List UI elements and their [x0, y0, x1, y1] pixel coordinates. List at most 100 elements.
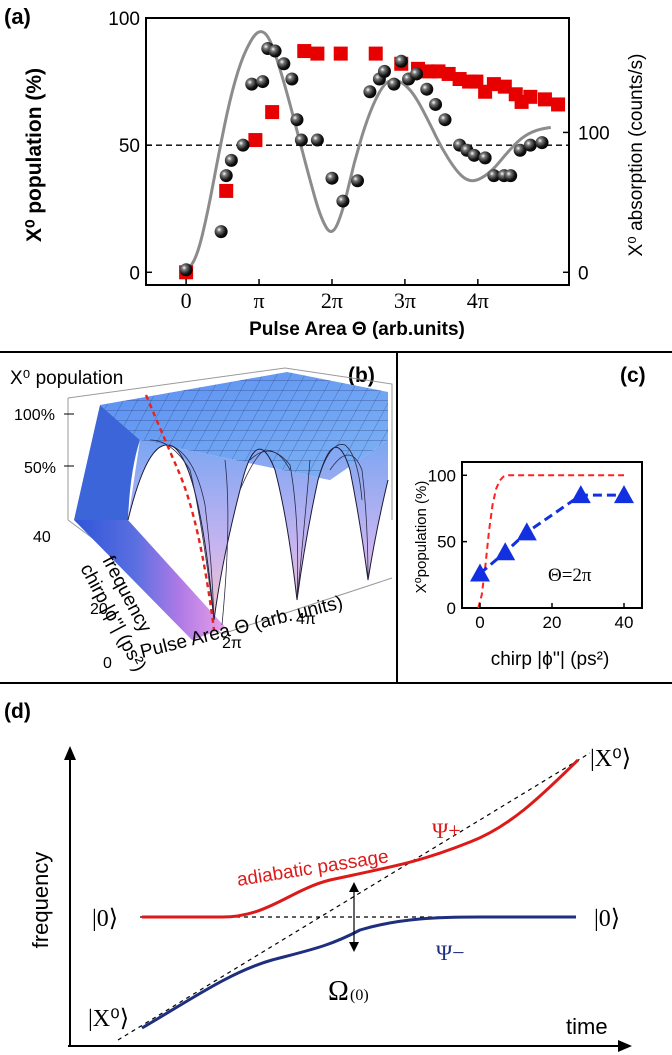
square-point — [551, 97, 566, 112]
square-point — [219, 183, 234, 198]
triangle-point — [570, 485, 591, 504]
z-tick-100: 100% — [14, 407, 55, 424]
y-axis-left-ticks: 0 50 100 — [108, 9, 152, 284]
sphere-point — [504, 169, 518, 183]
c-x-tick-label: 40 — [615, 613, 634, 632]
c-y-tick-label: 0 — [447, 599, 456, 618]
square-point — [486, 77, 501, 92]
time-axis-label: time — [566, 1014, 608, 1039]
x-tick-label: 3π — [394, 288, 416, 313]
psi-plus-curve — [142, 758, 580, 919]
panel-d: (d) frequency time |X⁰⟩ |0⟩ |0⟩ |X⁰⟩ Ψ+ … — [4, 700, 632, 1052]
square-point — [523, 89, 538, 104]
splitting-arrow-head-down — [349, 942, 359, 952]
square-point — [248, 133, 263, 148]
sphere-point — [467, 148, 481, 162]
label-x0-top: |X⁰⟩ — [590, 746, 631, 772]
series-spheres — [179, 42, 549, 277]
psi-minus-curve — [141, 915, 576, 1030]
y-axis-right-label: X⁰ absorption (counts/s) — [626, 54, 647, 257]
y-left-tick-label: 0 — [129, 263, 140, 284]
label-zero-right: |0⟩ — [594, 906, 620, 932]
surface-z-label: X⁰ population — [10, 368, 123, 389]
y-axis-left-label: X⁰ population (%) — [23, 68, 46, 242]
square-point — [368, 46, 383, 61]
chirp-tick-0: 0 — [103, 655, 112, 672]
sphere-point — [310, 133, 324, 147]
panel-c-y-label: X⁰population (%) — [413, 481, 430, 594]
panel-c-y-ticks: 0 50 100 — [428, 466, 467, 618]
surface-ridges — [127, 439, 389, 626]
z-tick-50: 50% — [24, 460, 56, 477]
surface-red-trace — [144, 394, 216, 631]
series-squares — [179, 44, 566, 280]
theta-tick-2pi: 2π — [222, 635, 242, 652]
sphere-point — [487, 169, 501, 183]
y-left-tick-label: 100 — [108, 9, 140, 30]
sphere-point — [420, 82, 434, 96]
panel-a-tag: (a) — [4, 4, 31, 29]
sphere-point — [219, 169, 233, 183]
panel-a-frame — [145, 17, 570, 286]
frequency-axis-label: frequency — [28, 852, 53, 949]
sphere-point — [294, 133, 308, 147]
label-omega: Ω — [328, 976, 349, 1007]
label-psi-plus: Ψ+ — [432, 818, 461, 843]
triangle-point — [495, 542, 516, 561]
sphere-point — [277, 57, 291, 71]
panel-c-tag: (c) — [620, 364, 646, 387]
c-x-tick-label: 20 — [543, 613, 562, 632]
sphere-point — [387, 77, 401, 91]
y-axis-right-ticks: 0 100 — [563, 123, 610, 284]
sphere-point — [179, 263, 193, 277]
theta-tick-4pi: 4π — [296, 611, 316, 628]
sphere-point — [377, 64, 391, 78]
time-axis-arrow — [618, 1040, 632, 1052]
sphere-point — [523, 138, 537, 152]
panel-b-tag: (b) — [348, 364, 375, 387]
panel-c-x-ticks: 0 20 40 — [475, 603, 633, 632]
square-point — [497, 79, 512, 94]
sphere-point — [363, 85, 377, 99]
chirp-tick-20: 20 — [90, 601, 108, 618]
sphere-point — [429, 97, 443, 111]
square-point — [441, 66, 456, 81]
theta-annotation: Θ=2π — [548, 565, 592, 586]
sphere-point — [513, 143, 527, 157]
x-tick-label: π — [253, 288, 264, 313]
sphere-point — [478, 151, 492, 165]
surface-front-edge — [74, 520, 226, 640]
x-tick-label: 0 — [181, 288, 192, 313]
c-x-tick-label: 0 — [475, 613, 484, 632]
theory-dashed-curve — [477, 474, 624, 609]
measured-connector-path — [479, 493, 624, 575]
panel-b: (b) X⁰ population — [10, 364, 393, 675]
sphere-point — [285, 72, 299, 86]
panel-d-tag: (d) — [4, 700, 31, 723]
triangle-point — [516, 522, 537, 541]
square-point — [310, 46, 325, 61]
x-tick-label: 2π — [321, 288, 343, 313]
chirp-tick-40: 40 — [33, 529, 51, 546]
square-point — [265, 105, 280, 120]
y-left-tick-label: 50 — [119, 136, 140, 157]
square-point — [333, 46, 348, 61]
sphere-point — [236, 138, 250, 152]
y-right-tick-label: 0 — [578, 263, 589, 284]
series-triangles — [470, 485, 634, 582]
theory-curve-path — [477, 474, 624, 609]
fit-curve-path — [184, 30, 552, 274]
label-psi-minus: Ψ− — [436, 940, 465, 965]
sphere-point — [224, 153, 238, 167]
square-point — [537, 92, 552, 107]
sphere-point — [438, 113, 452, 127]
sphere-point — [351, 174, 364, 188]
panel-a: (a) 0 π 2π 3π 4π 0 50 100 0 100 Pulse Area Θ (a… — [4, 4, 647, 340]
sphere-point — [410, 67, 424, 81]
sphere-point — [290, 113, 304, 127]
c-y-tick-label: 100 — [428, 466, 456, 485]
x-tick-label: 4π — [467, 288, 489, 313]
label-zero-left: |0⟩ — [92, 906, 118, 932]
